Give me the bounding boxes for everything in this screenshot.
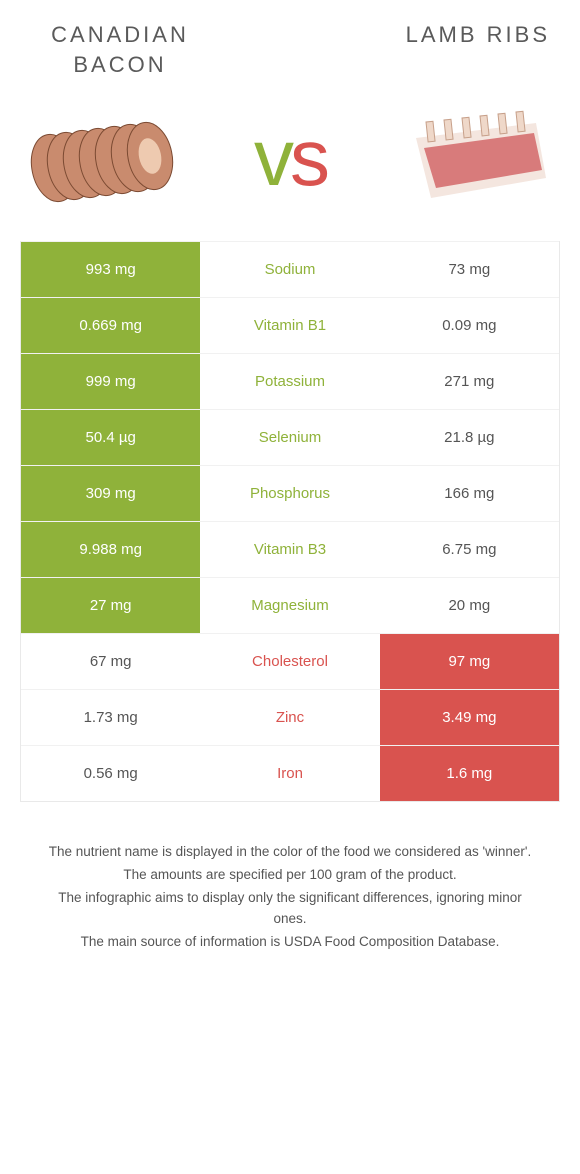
left-value: 993 mg [21, 242, 200, 297]
footnote-line: The amounts are specified per 100 gram o… [44, 865, 536, 886]
table-row: 1.73 mgZinc3.49 mg [21, 689, 559, 745]
right-value: 0.09 mg [380, 298, 559, 353]
right-value: 73 mg [380, 242, 559, 297]
left-value: 67 mg [21, 634, 200, 689]
food-title-left-line2: BACON [73, 52, 166, 77]
nutrient-name: Potassium [200, 354, 379, 409]
titles-row: CANADIAN BACON LAMB RIBS [20, 20, 560, 79]
nutrient-name: Zinc [200, 690, 379, 745]
right-value: 97 mg [380, 634, 559, 689]
footnote-line: The nutrient name is displayed in the co… [44, 842, 536, 863]
right-value: 20 mg [380, 578, 559, 633]
vs-v: v [254, 112, 290, 204]
nutrient-name: Vitamin B1 [200, 298, 379, 353]
left-value: 50.4 µg [21, 410, 200, 465]
footnote-line: The main source of information is USDA F… [44, 932, 536, 953]
table-row: 50.4 µgSelenium21.8 µg [21, 409, 559, 465]
table-row: 0.669 mgVitamin B10.09 mg [21, 297, 559, 353]
left-value: 999 mg [21, 354, 200, 409]
left-value: 309 mg [21, 466, 200, 521]
vs-s: s [290, 112, 326, 204]
food-title-left-line1: CANADIAN [51, 22, 189, 47]
nutrient-name: Cholesterol [200, 634, 379, 689]
left-value: 0.669 mg [21, 298, 200, 353]
food-title-right: LAMB RIBS [360, 20, 560, 50]
food-image-right [396, 103, 556, 213]
nutrient-name: Vitamin B3 [200, 522, 379, 577]
vs-label: vs [254, 112, 326, 204]
table-row: 999 mgPotassium271 mg [21, 353, 559, 409]
comparison-table: 993 mgSodium73 mg0.669 mgVitamin B10.09 … [20, 241, 560, 802]
lamb-ribs-icon [396, 108, 556, 208]
table-row: 993 mgSodium73 mg [21, 241, 559, 297]
table-row: 67 mgCholesterol97 mg [21, 633, 559, 689]
right-value: 21.8 µg [380, 410, 559, 465]
left-value: 27 mg [21, 578, 200, 633]
left-value: 1.73 mg [21, 690, 200, 745]
footnote-line: The infographic aims to display only the… [44, 888, 536, 930]
right-value: 166 mg [380, 466, 559, 521]
canadian-bacon-icon [24, 108, 184, 208]
right-value: 271 mg [380, 354, 559, 409]
food-title-left: CANADIAN BACON [20, 20, 220, 79]
right-value: 3.49 mg [380, 690, 559, 745]
nutrient-name: Magnesium [200, 578, 379, 633]
table-row: 9.988 mgVitamin B36.75 mg [21, 521, 559, 577]
food-image-left [24, 103, 184, 213]
table-row: 0.56 mgIron1.6 mg [21, 745, 559, 801]
nutrient-name: Phosphorus [200, 466, 379, 521]
nutrient-name: Sodium [200, 242, 379, 297]
table-row: 309 mgPhosphorus166 mg [21, 465, 559, 521]
right-value: 1.6 mg [380, 746, 559, 801]
nutrient-name: Iron [200, 746, 379, 801]
left-value: 9.988 mg [21, 522, 200, 577]
footnotes: The nutrient name is displayed in the co… [20, 812, 560, 953]
nutrient-name: Selenium [200, 410, 379, 465]
left-value: 0.56 mg [21, 746, 200, 801]
right-value: 6.75 mg [380, 522, 559, 577]
table-row: 27 mgMagnesium20 mg [21, 577, 559, 633]
hero-row: vs [20, 103, 560, 213]
